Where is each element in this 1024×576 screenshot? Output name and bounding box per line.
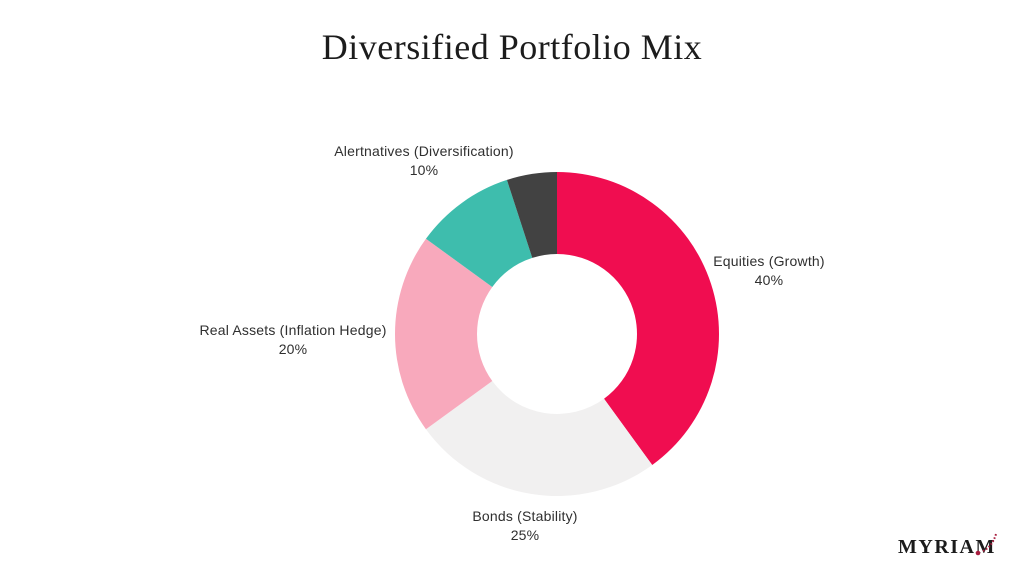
donut-segment-0 — [557, 172, 719, 466]
label-bonds: Bonds (Stability) 25% — [472, 507, 577, 545]
segment-percent: 20% — [278, 341, 308, 357]
logo-text: MYRIAM — [898, 536, 996, 558]
segment-name: Equities (Growth) — [713, 253, 825, 269]
segment-name: Real Assets (Inflation Hedge) — [199, 322, 387, 338]
segment-percent: 40% — [754, 272, 784, 288]
brand-logo: MYRIAM — [898, 533, 1008, 572]
donut-segment-2 — [395, 238, 493, 430]
chart-title: Diversified Portfolio Mix — [321, 27, 703, 67]
donut-segment-1 — [425, 381, 653, 496]
donut-segment-4 — [506, 172, 557, 258]
segment-name: Bonds (Stability) — [472, 508, 578, 524]
label-real-assets: Real Assets (Inflation Hedge) 20% — [199, 321, 386, 359]
label-equities: Equities (Growth) 40% — [713, 252, 825, 290]
donut-segment-3 — [425, 179, 533, 287]
logo-arc-decoration — [975, 533, 997, 556]
segment-percent: 25% — [510, 527, 540, 543]
segment-percent: 10% — [409, 162, 439, 178]
segment-name: Alertnatives (Diversification) — [334, 143, 514, 159]
label-alternatives: Alertnatives (Diversification) 10% — [334, 142, 514, 180]
